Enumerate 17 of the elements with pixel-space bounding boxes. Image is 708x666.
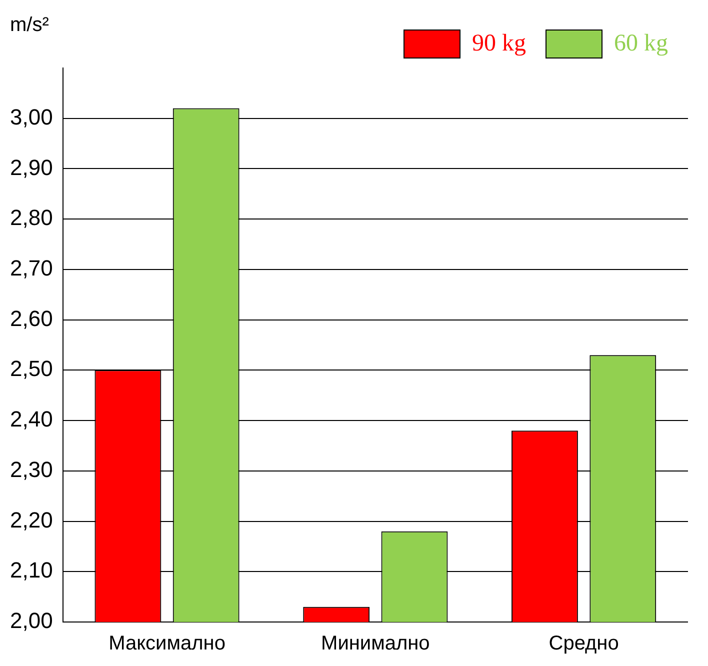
y-tick-label: 2,90 (10, 154, 53, 180)
y-tick-label: 2,70 (10, 256, 53, 281)
x-tick-label: Средно (548, 632, 619, 655)
y-tick-label: 2,50 (10, 356, 53, 382)
y-tick-label: 3,00 (10, 104, 53, 130)
y-tick-label: 2,80 (10, 205, 53, 230)
y-tick-label: 2,60 (10, 306, 53, 331)
y-tick-label: 2,30 (10, 456, 53, 482)
y-tick-label: 2,40 (10, 406, 53, 432)
y-tick-label: 2,20 (10, 507, 53, 532)
legend-label: 60 kg (614, 30, 668, 56)
y-tick-label: 2,10 (10, 558, 53, 583)
x-tick-label: Минимално (321, 632, 430, 655)
x-tick-label: Максимално (108, 632, 226, 655)
y-axis-title: m/s² (10, 14, 49, 37)
y-tick-label: 2,00 (10, 608, 53, 634)
legend-label: 90 kg (472, 30, 526, 56)
